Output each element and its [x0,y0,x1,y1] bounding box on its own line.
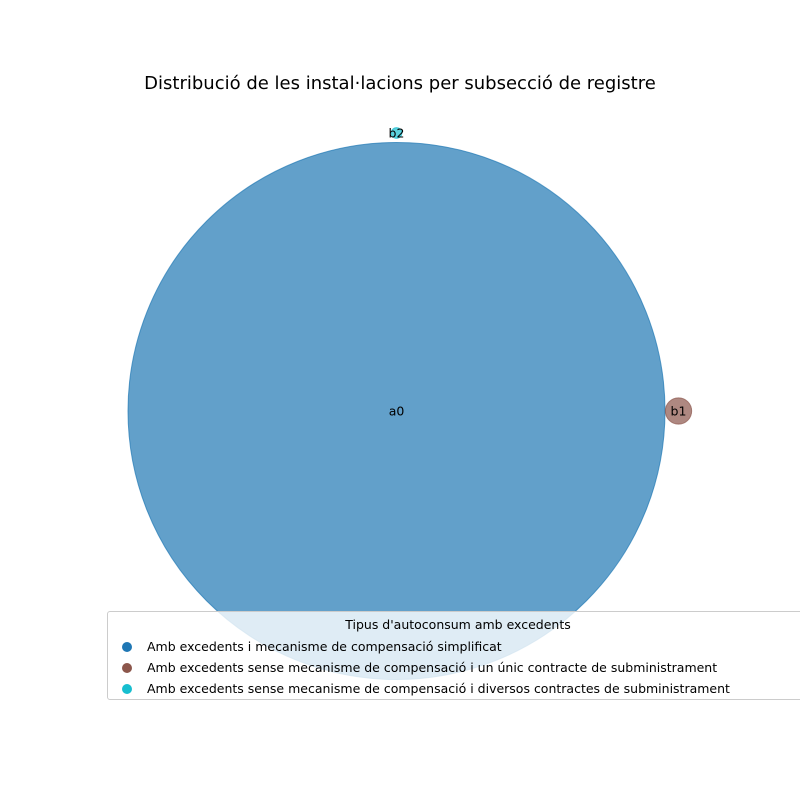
bubble-label-b1: b1 [671,404,687,419]
legend-item-0: Amb excedents i mecanisme de compensació… [122,638,502,656]
legend-title: Tipus d'autoconsum amb excedents [345,617,571,632]
bubble-label-a0: a0 [389,404,405,419]
legend-label-0: Amb excedents i mecanisme de compensació… [147,639,502,654]
bubble-b2 [390,127,403,139]
legend-marker-2 [122,683,132,694]
legend-item-1: Amb excedents sense mecanisme de compens… [122,659,717,677]
bubble-label-b2: b2 [389,126,405,141]
legend: Tipus d'autoconsum amb excedents Amb exc… [107,611,800,700]
legend-marker-0 [122,641,132,652]
legend-label-1: Amb excedents sense mecanisme de compens… [147,660,718,675]
legend-marker-1 [122,662,132,673]
legend-label-2: Amb excedents sense mecanisme de compens… [147,681,730,696]
bubble-b1 [664,397,693,425]
legend-item-2: Amb excedents sense mecanisme de compens… [122,680,730,698]
chart-title: Distribució de les instal·lacions per su… [144,73,656,94]
